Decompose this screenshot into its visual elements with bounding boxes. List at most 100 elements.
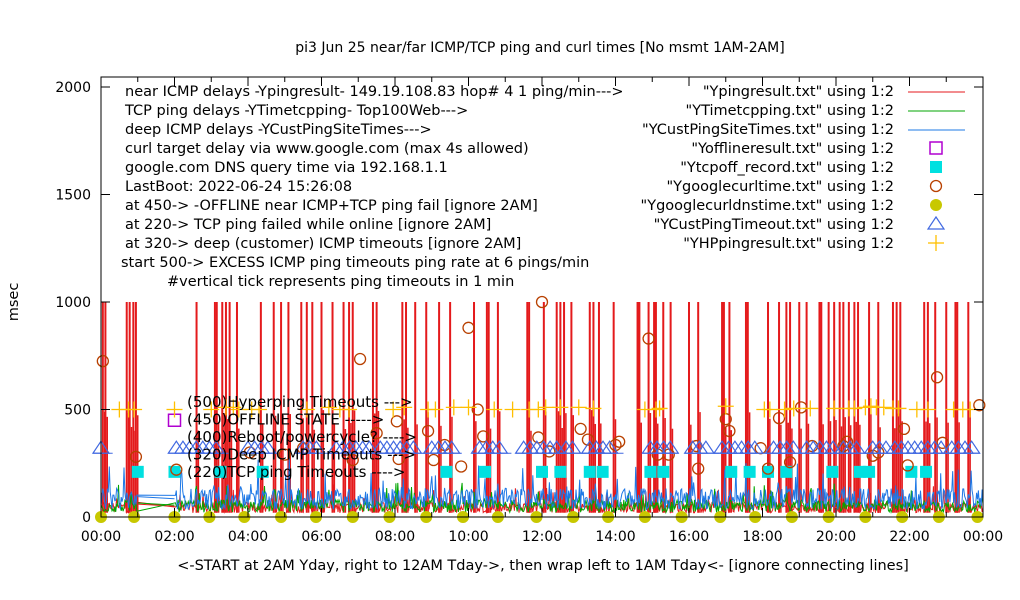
data-point [826, 465, 839, 478]
y-tick-label: 500 [64, 403, 91, 419]
x-tick-label: 00:00 [81, 529, 121, 545]
legend-label: "Ygooglecurldnstime.txt" using 1:2 [641, 198, 894, 214]
y-tick-label: 2000 [55, 80, 91, 96]
note-line: curl target delay via www.google.com (ma… [125, 141, 529, 157]
y-tick-label: 1000 [55, 295, 91, 311]
data-point [762, 465, 775, 478]
data-point [477, 430, 490, 443]
x-tick-label: 00:00 [963, 529, 1003, 545]
x-axis-label: <-START at 2AM Yday, right to 12AM Tday-… [177, 558, 909, 574]
data-point [129, 450, 143, 463]
data-point [692, 462, 705, 475]
data-point [454, 460, 468, 473]
data-point [583, 465, 596, 478]
data-point [794, 401, 808, 414]
data-point [421, 424, 435, 438]
data-point [644, 465, 657, 478]
data-point [761, 462, 775, 475]
data-point [536, 465, 548, 478]
data-point [440, 465, 453, 478]
series-line-3 [100, 455, 984, 511]
note-line: at 220-> TCP ping failed while online [i… [125, 217, 491, 233]
note-line: LastBoot: 2022-06-24 15:26:08 [125, 179, 352, 195]
legend-marker-swatch [930, 199, 942, 211]
data-point [901, 459, 914, 472]
x-tick-label: 18:00 [742, 529, 782, 545]
chart-title: pi3 Jun 25 near/far ICMP/TCP ping and cu… [295, 40, 784, 56]
legend-marker-swatch [929, 141, 943, 155]
level-annotation: (450)OFFLINE STATE -----> [187, 411, 384, 429]
data-point [170, 463, 183, 476]
legend-marker-swatch [926, 215, 946, 230]
data-point [96, 354, 109, 368]
level-annotations: (500)Hyperping Timeouts --->(450)OFFLINE… [187, 393, 417, 481]
legend-label: "Yofflineresult.txt" using 1:2 [691, 141, 894, 157]
y-axis-label: msec [6, 283, 22, 322]
x-tick-label: 14:00 [595, 529, 635, 545]
data-point [613, 435, 626, 448]
data-point [353, 352, 367, 366]
data-point [554, 465, 567, 478]
note-line: at 450-> -OFFLINE near ICMP+TCP ping fai… [125, 198, 538, 214]
data-point [168, 465, 181, 478]
legend-marker-swatch [930, 161, 942, 173]
y-tick-label: 1500 [55, 188, 91, 204]
x-tick-label: 06:00 [301, 529, 341, 545]
data-point [346, 453, 359, 467]
legend-label: "YCustPingTimeout.txt" using 1:2 [654, 217, 894, 233]
tick-layer [100, 77, 984, 518]
data-point [657, 465, 670, 478]
data-point [390, 415, 403, 428]
x-tick-label: 22:00 [889, 529, 929, 545]
legend-label: "YTimetcpping.txt" using 1:2 [686, 103, 894, 119]
x-tick-label: 16:00 [669, 529, 709, 545]
level-annotation: (320)Deep ICMP Timeouts ---> [187, 446, 416, 464]
note-line: near ICMP delays -Ypingresult- 149.19.10… [125, 84, 624, 100]
data-point [853, 465, 866, 478]
data-point [642, 332, 655, 345]
series-line-2 [100, 482, 984, 515]
data-point [723, 424, 736, 438]
data-point [532, 431, 545, 444]
data-point [581, 433, 595, 446]
data-point [743, 465, 756, 478]
data-point [897, 422, 911, 436]
notes-block: near ICMP delays -Ypingresult- 149.19.10… [121, 84, 624, 290]
x-tick-label: 10:00 [448, 529, 488, 545]
series-gap-connector [137, 502, 175, 506]
data-point [535, 295, 549, 309]
data-point [936, 436, 949, 449]
level-annotation: (500)Hyperping Timeouts ---> [187, 393, 413, 411]
note-line: google.com DNS query time via 192.168.1.… [125, 160, 448, 176]
series-gap-connector [137, 503, 175, 507]
data-point [462, 321, 475, 334]
data-point [783, 456, 797, 469]
data-point [131, 465, 144, 478]
x-tick-label: 02:00 [154, 529, 194, 545]
data-point [920, 465, 933, 478]
y-tick-label: 0 [82, 510, 91, 526]
legend-label: "YHPpingresult.txt" using 1:2 [683, 236, 894, 252]
data-point [427, 453, 440, 467]
data-point [574, 422, 587, 436]
x-tick-label: 20:00 [816, 529, 856, 545]
x-tick-labels: 00:00 02:00 04:00 06:00 08:00 10:00 12:00 14:00… [81, 529, 1003, 545]
note-line: #vertical tick represents ping timeouts … [167, 274, 514, 290]
x-tick-label: 08:00 [375, 529, 415, 545]
level-annotation: (220)TCP ping Timeouts ----> [187, 463, 405, 481]
data-point [780, 465, 793, 478]
x-tick-label: 12:00 [522, 529, 562, 545]
y-tick-labels: 0 500 1000 1500 2000 [55, 80, 91, 526]
data-point [772, 411, 786, 425]
data-point [278, 448, 291, 461]
legend: "Ypingresult.txt" using 1:2 "YTimetcpping… [641, 84, 965, 252]
legend-label: "Ypingresult.txt" using 1:2 [703, 84, 894, 100]
note-line: start 500-> EXCESS ICMP ping timeouts pi… [121, 255, 589, 271]
data-point [256, 465, 269, 478]
data-point [370, 426, 383, 440]
data-point [973, 399, 986, 412]
legend-label: "YCustPingSiteTimes.txt" using 1:2 [642, 122, 894, 138]
note-line: TCP ping delays -YTimetcpping- Top100Web… [124, 103, 468, 119]
note-line: at 320-> deep (customer) ICMP timeouts [… [125, 236, 521, 252]
